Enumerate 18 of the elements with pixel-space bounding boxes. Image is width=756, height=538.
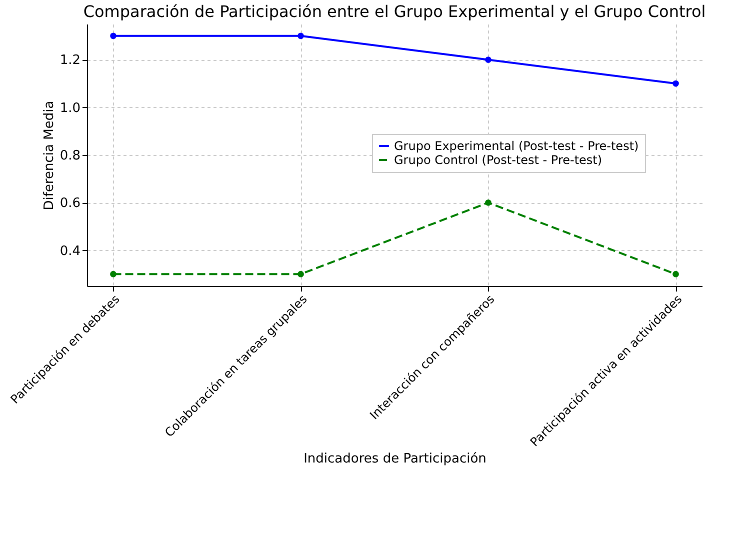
point xyxy=(110,270,116,278)
y-tick-label: 1.2 xyxy=(60,53,80,68)
point xyxy=(110,32,116,40)
legend-label: Grupo Control (Post-test - Pre-test) xyxy=(394,153,602,167)
y-tick-label: 0.4 xyxy=(60,244,80,259)
point xyxy=(672,270,679,278)
y-axis-title: Diferencia Media xyxy=(42,100,57,210)
legend-label: Grupo Experimental (Post-test - Pre-test) xyxy=(394,139,639,153)
point xyxy=(672,80,679,87)
x-axis-title: Indicadores de Participación xyxy=(304,452,486,467)
point xyxy=(485,56,492,63)
y-tick-label: 1.0 xyxy=(60,100,80,116)
point xyxy=(485,199,492,206)
y-tick-label: 0.6 xyxy=(60,196,80,212)
y-tick-label: 0.8 xyxy=(60,148,80,164)
point xyxy=(298,270,304,278)
point xyxy=(298,32,304,40)
chart-title: Comparación de Participación entre el Grupo Experimental y el Grupo Control xyxy=(83,2,706,21)
